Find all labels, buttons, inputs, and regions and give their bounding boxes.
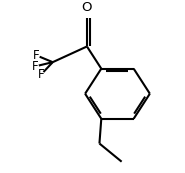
Text: F: F	[33, 49, 39, 62]
Text: O: O	[82, 1, 92, 14]
Text: F: F	[32, 60, 38, 73]
Text: F: F	[38, 68, 44, 81]
